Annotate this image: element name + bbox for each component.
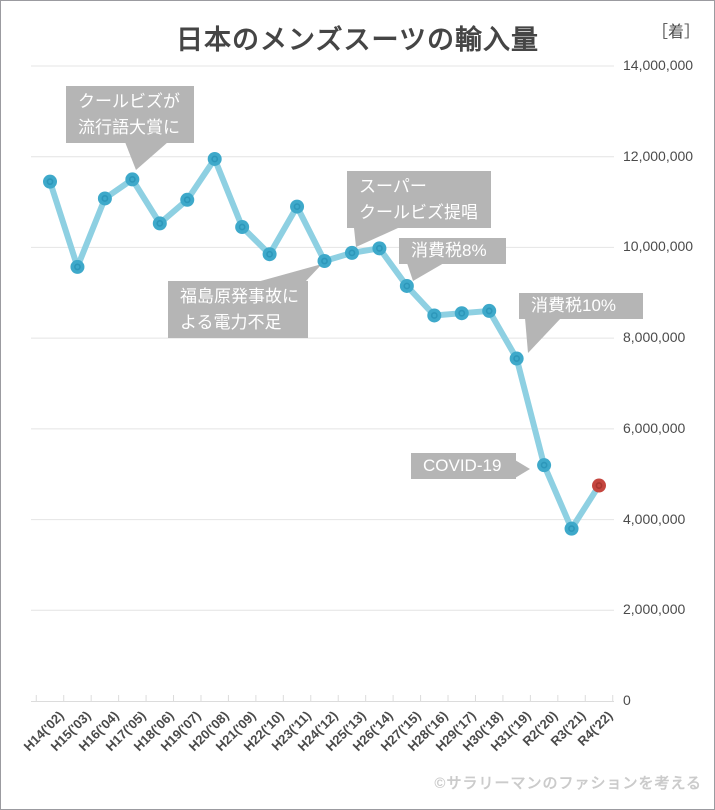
annotation-tax10: 消費税10% [519, 293, 643, 319]
annotation-tax8: 消費税8% [399, 238, 506, 264]
data-point-center [403, 282, 411, 290]
annotation-covid: COVID-19 [411, 453, 516, 479]
data-point-center [101, 195, 109, 202]
data-point-center [430, 312, 438, 319]
annotation-line: 消費税8% [411, 241, 487, 260]
annotation-line: 消費税10% [531, 296, 617, 315]
data-point [290, 199, 305, 214]
data-point-highlight [592, 478, 606, 493]
annotation-line: 流行語大賞に [78, 118, 180, 137]
data-point-center [156, 219, 164, 227]
data-point-center [46, 178, 54, 186]
data-point [152, 216, 167, 231]
grid-layer [31, 65, 614, 702]
data-point-center [458, 309, 466, 317]
data-point-center [540, 461, 548, 469]
data-point-center [266, 250, 273, 258]
data-point-center [375, 244, 383, 252]
annotation-line: COVID-19 [423, 456, 502, 475]
data-point [564, 521, 579, 536]
data-point-center [348, 249, 356, 257]
data-point [207, 151, 222, 166]
data-point [317, 254, 332, 269]
data-point [344, 245, 359, 260]
data-point-center [595, 482, 603, 489]
y-tick-label: 2,000,000 [623, 601, 686, 618]
annotation-pointer-supercoolbiz [354, 228, 398, 247]
data-point-center [513, 355, 521, 362]
data-point [97, 191, 112, 206]
data-point-center [568, 525, 575, 533]
y-tick-label: 4,000,000 [623, 510, 686, 527]
annotation-pointer-tax8 [407, 263, 444, 281]
annotation-pointer-covid [515, 460, 530, 478]
annotation-pointer-tax10 [525, 318, 561, 353]
annotation-pointer-fukushima [257, 264, 322, 282]
data-point-center [321, 257, 328, 265]
y-tick-label: 0 [623, 692, 631, 708]
y-tick-label: 10,000,000 [623, 238, 694, 255]
data-point-center [485, 307, 493, 315]
annotation-line: スーパー [359, 177, 427, 196]
annotation-coolbiz: クールビズが 流行語大賞に [66, 86, 194, 143]
data-point [43, 174, 57, 189]
chart-title: 日本のメンズスーツの輸入量 [176, 25, 539, 55]
data-point [482, 303, 497, 318]
annotation-line: クールビズが [78, 92, 180, 111]
data-point-center [238, 223, 246, 231]
data-point [509, 351, 524, 366]
annotation-pointers [125, 142, 561, 478]
series-layer [43, 151, 606, 536]
data-point [70, 259, 85, 274]
data-point-center [211, 155, 219, 163]
data-point-center [183, 196, 191, 204]
annotation-line: クールビズ提唱 [359, 203, 478, 222]
y-tick-label: 8,000,000 [623, 329, 686, 346]
data-point-center [293, 203, 301, 211]
footer-credit: ©サラリーマンのファションを考える [434, 775, 702, 792]
data-point [399, 278, 414, 293]
data-point [454, 306, 469, 321]
annotation-line: よる電力不足 [180, 313, 282, 332]
annotation-pointer-coolbiz [125, 142, 168, 170]
data-point [180, 192, 195, 207]
data-point [537, 458, 552, 473]
annotation-supercoolbiz: スーパー クールビズ提唱 [347, 171, 491, 228]
annotation-line: 福島原発事故に [180, 287, 299, 306]
annotation-fukushima: 福島原発事故に よる電力不足 [168, 281, 308, 338]
data-point [235, 220, 250, 235]
data-point-center [74, 263, 81, 271]
y-tick-label: 12,000,000 [623, 147, 694, 164]
data-point [372, 241, 387, 256]
data-point [427, 308, 442, 323]
y-tick-label: 6,000,000 [623, 419, 686, 436]
y-axis-unit-label: ［着］ [651, 24, 700, 41]
data-point-center [128, 175, 136, 183]
data-point [125, 172, 140, 187]
y-tick-label: 14,000,000 [623, 57, 694, 73]
data-point [262, 247, 277, 262]
